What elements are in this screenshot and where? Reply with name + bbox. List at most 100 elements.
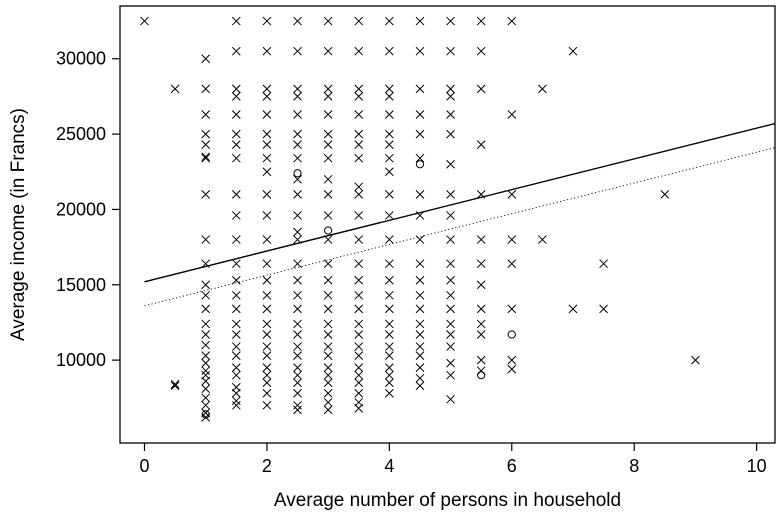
data-point-cross	[170, 381, 180, 391]
data-point-cross	[384, 351, 394, 360]
data-point-cross	[323, 174, 333, 184]
y-tick-label: 25000	[56, 124, 106, 144]
data-point-cross	[231, 84, 241, 94]
data-point-cross	[201, 153, 211, 163]
data-point-cross	[323, 351, 333, 360]
data-point-cross	[476, 304, 486, 314]
data-point-cross	[231, 16, 241, 26]
data-point-cross	[201, 190, 211, 199]
data-point-cross	[201, 376, 211, 386]
data-point-cross	[201, 129, 211, 139]
data-point-cross	[293, 235, 302, 244]
data-point-cross	[599, 304, 608, 314]
data-point-cross	[415, 16, 425, 26]
data-point-cross	[354, 319, 364, 329]
data-point-cross	[354, 211, 364, 220]
data-point-cross	[354, 129, 364, 139]
plot-marks	[140, 16, 775, 422]
data-point-cross	[323, 153, 333, 163]
data-point-cross	[446, 330, 455, 339]
data-point-cross	[293, 227, 302, 237]
data-point-cross	[293, 140, 302, 149]
data-point-cross	[293, 363, 302, 373]
data-point-cross	[568, 46, 578, 56]
data-point-cross	[446, 129, 455, 139]
data-point-cross	[293, 342, 302, 351]
data-point-cross	[231, 211, 241, 220]
data-point-circle	[507, 330, 516, 339]
data-point-cross	[231, 190, 241, 199]
data-point-cross	[293, 211, 302, 220]
data-point-cross	[323, 190, 333, 199]
data-point-cross	[384, 84, 394, 94]
data-point-cross	[201, 235, 211, 244]
data-point-cross	[415, 330, 425, 339]
data-point-cross	[384, 342, 394, 351]
data-point-cross	[415, 381, 425, 391]
data-point-cross	[201, 413, 211, 422]
data-point-cross	[201, 408, 211, 418]
data-point-cross	[293, 110, 302, 119]
data-point-cross	[384, 330, 394, 339]
data-point-circle	[293, 169, 302, 178]
data-point-cross	[384, 167, 394, 177]
data-point-cross	[262, 129, 272, 139]
data-point-cross	[354, 388, 364, 398]
data-point-cross	[446, 84, 455, 94]
data-point-cross	[446, 211, 455, 220]
data-point-cross	[262, 388, 272, 398]
data-point-cross	[170, 379, 180, 389]
data-point-cross	[323, 304, 333, 314]
data-point-cross	[354, 370, 364, 380]
fit-line-dotted	[144, 147, 775, 307]
data-point-cross	[538, 84, 547, 94]
data-point-cross	[323, 16, 333, 26]
data-point-cross	[201, 358, 211, 368]
data-point-cross	[384, 153, 394, 163]
data-point-cross	[446, 342, 455, 351]
data-point-cross	[262, 400, 272, 410]
data-point-cross	[507, 259, 517, 269]
data-point-cross	[415, 153, 425, 163]
data-point-cross	[476, 280, 486, 290]
data-point-cross	[323, 397, 333, 407]
data-point-cross	[262, 259, 272, 269]
data-point-cross	[354, 304, 364, 314]
data-point-cross	[231, 388, 241, 398]
data-point-cross	[415, 290, 425, 300]
data-point-cross	[476, 366, 486, 376]
data-point-cross	[507, 304, 517, 314]
data-point-cross	[354, 259, 364, 269]
data-point-cross	[293, 84, 302, 94]
data-point-cross	[201, 366, 211, 376]
data-point-cross	[507, 355, 517, 365]
data-point-cross	[323, 211, 333, 220]
data-point-cross	[507, 190, 517, 199]
data-point-circle	[477, 371, 486, 380]
data-point-cross	[231, 140, 241, 149]
data-point-cross	[354, 16, 364, 26]
data-point-cross	[231, 46, 241, 56]
data-point-cross	[323, 342, 333, 351]
data-point-cross	[599, 259, 608, 269]
data-point-cross	[231, 304, 241, 314]
data-point-cross	[201, 290, 211, 300]
data-point-cross	[231, 400, 241, 410]
data-point-cross	[323, 84, 333, 94]
data-point-cross	[415, 211, 425, 220]
data-point-cross	[446, 159, 455, 169]
data-point-cross	[384, 140, 394, 149]
data-point-cross	[231, 290, 241, 300]
data-point-cross	[293, 46, 302, 56]
data-point-cross	[262, 342, 272, 351]
data-point-cross	[415, 304, 425, 314]
x-tick-label: 4	[384, 456, 394, 476]
data-point-cross	[415, 110, 425, 119]
data-point-cross	[293, 259, 302, 269]
data-point-cross	[415, 363, 425, 373]
data-point-cross	[446, 46, 455, 56]
data-point-cross	[293, 290, 302, 300]
data-point-cross	[354, 403, 364, 413]
data-point-cross	[354, 46, 364, 56]
x-tick-label: 8	[629, 456, 639, 476]
